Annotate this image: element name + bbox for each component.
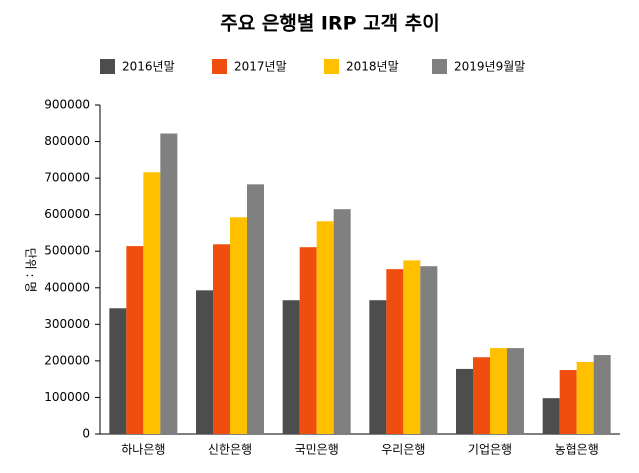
bar: [282, 300, 300, 434]
legend-swatch: [432, 59, 447, 74]
bar: [316, 221, 334, 434]
legend-label: 2017년말: [234, 60, 287, 74]
bar: [247, 184, 264, 434]
bar: [143, 172, 161, 435]
bar: [299, 247, 317, 434]
y-tick-label: 500000: [44, 244, 90, 258]
y-tick-label: 600000: [44, 207, 90, 221]
x-tick-label: 우리은행: [381, 442, 425, 457]
bar: [473, 357, 490, 434]
y-tick-label: 800000: [44, 134, 90, 148]
x-tick-label: 농협은행: [555, 442, 599, 457]
legend-swatch: [324, 59, 339, 74]
legend-label: 2018년말: [346, 60, 399, 74]
x-tick-label: 하나은행: [121, 442, 165, 457]
y-tick-label: 0: [82, 427, 90, 441]
bar: [369, 300, 387, 434]
bar: [490, 348, 507, 434]
legend-swatch: [212, 59, 227, 74]
bar: [126, 246, 144, 434]
bar: [386, 269, 404, 434]
x-tick-label: 기업은행: [468, 442, 512, 457]
bar: [576, 361, 594, 434]
bar: [542, 398, 560, 434]
y-tick-label: 900000: [44, 98, 90, 112]
x-tick-label: 신한은행: [208, 442, 252, 457]
y-tick-label: 300000: [44, 317, 90, 331]
y-axis-label: 단위 : 명: [24, 248, 38, 293]
bar: [559, 370, 577, 434]
bar: [420, 266, 438, 434]
bar: [593, 355, 611, 434]
bar: [196, 290, 213, 434]
bar: [456, 368, 473, 434]
y-tick-label: 100000: [44, 390, 90, 404]
y-tick-label: 400000: [44, 280, 90, 294]
legend-label: 2016년말: [122, 60, 175, 74]
y-tick-label: 200000: [44, 353, 90, 367]
bar: [109, 308, 127, 434]
chart-title: 주요 은행별 IRP 고객 추이: [220, 13, 439, 35]
bar: [213, 244, 230, 434]
bar: [507, 348, 524, 434]
legend-swatch: [100, 59, 115, 74]
legend-label: 2019년9월말: [454, 60, 525, 74]
bar: [333, 209, 351, 434]
y-tick-label: 700000: [44, 171, 90, 185]
x-tick-label: 국민은행: [295, 442, 339, 457]
bar: [230, 217, 247, 434]
bar: [160, 133, 178, 434]
bar: [403, 260, 421, 434]
